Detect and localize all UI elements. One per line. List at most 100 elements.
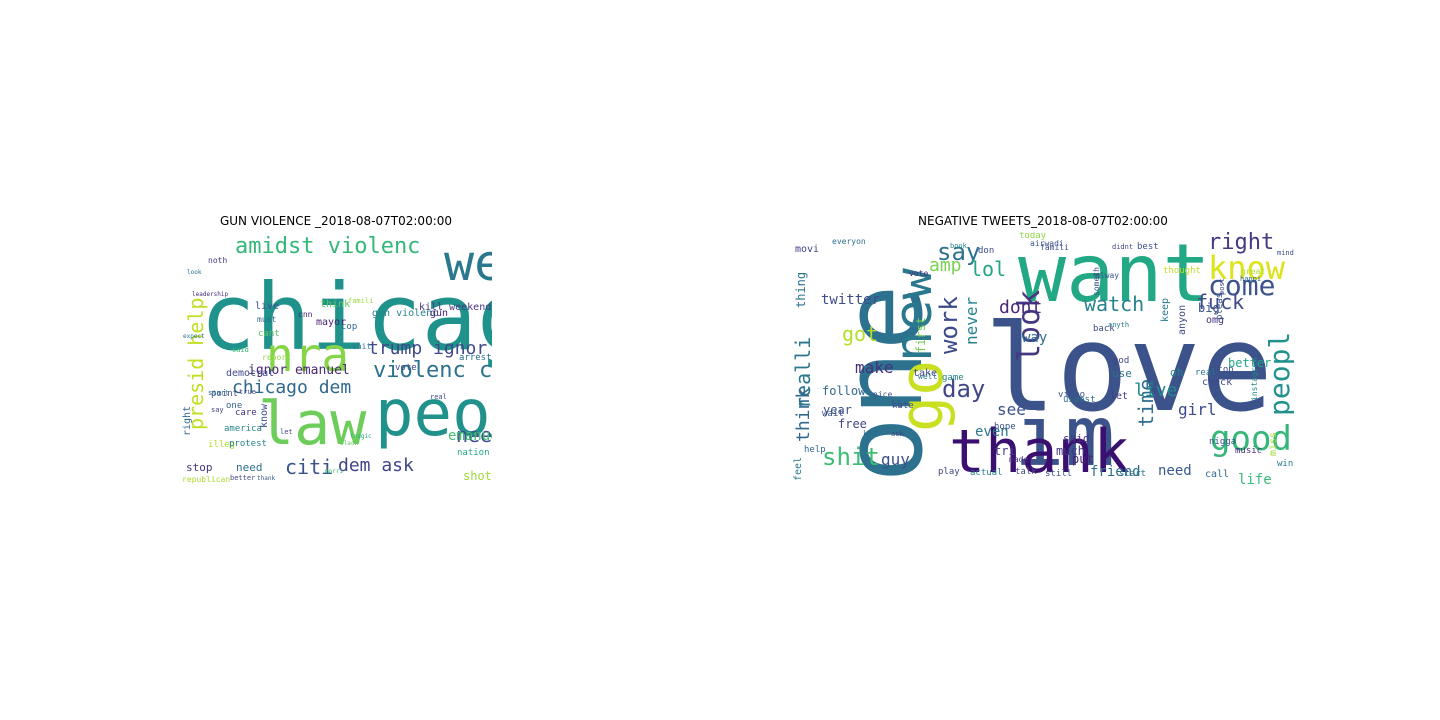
cloud-word: think [793,387,814,442]
cloud-word: real [430,393,447,401]
cloud-word: need [236,461,263,474]
cloud-word: don [978,246,995,256]
cloud-word: anyon [1177,304,1188,335]
cloud-word: call [1205,469,1230,480]
cloud-word: see [997,400,1026,419]
cloud-word: thought [1163,266,1201,276]
cloud-word: real [1195,368,1217,378]
cloud-word: post [1218,278,1226,295]
cloud-word: well [918,372,938,381]
cloud-word: make [855,358,894,377]
cloud-word: alway [1095,271,1120,280]
cloud-word: chicago [200,264,492,371]
cloud-word: start [208,389,230,397]
cloud-word: right [1208,232,1275,255]
cloud-word: lol [970,257,1007,281]
cloud-word: use [1112,367,1132,380]
cloud-word: better [1228,356,1272,370]
cloud-word: instagram [1250,357,1259,401]
cloud-word: everyon [832,237,866,246]
cloud-word: great [1241,267,1266,276]
cloud-word: free [838,417,867,431]
cloud-word: hope [994,422,1016,432]
cloud-word: never [962,296,981,345]
cloud-word: cant [258,329,280,339]
cloud-word: actual [970,468,1003,478]
gun-violence-word-cloud: chicagopeopl weekend nra law amidst violenc p… [180,232,492,484]
cloud-word: put [1072,452,1094,466]
cloud-word: talk [1015,467,1037,477]
cloud-word: point [211,389,239,399]
cloud-word: kill weekend [419,302,492,313]
cloud-word: vote [909,269,929,278]
cloud-word: amp [929,255,962,276]
cloud-word: oh [1170,366,1184,379]
cloud-word: said [232,346,249,354]
cloud-word: back [1093,324,1115,334]
cloud-word: follow [822,384,866,398]
cloud-word: black [340,440,359,447]
cloud-word: tragic [350,433,372,440]
cloud-word: got [842,322,879,346]
cloud-word: noth [208,256,228,265]
cloud-word: hate [892,401,914,411]
cloud-word: come [1208,269,1276,302]
cloud-word: mind [1277,249,1294,257]
cloud-word: vote [395,363,417,373]
cloud-word: day [942,375,986,403]
cloud-word: let [280,428,293,436]
cloud-word: dem ask [338,455,414,476]
cloud-word: want [1018,232,1211,320]
cloud-word: shot kill [463,469,492,483]
cloud-word: arrest [459,353,492,363]
cloud-word: nation [457,448,490,458]
cloud-word: violenc chicago [373,358,492,383]
cloud-word: wait [822,409,844,419]
cloud-word: music [1235,446,1263,456]
cloud-word: start [1119,469,1147,479]
cloud-word: live [255,301,280,312]
cloud-word: play [938,467,960,477]
cloud-word: stop [1212,365,1234,375]
cloud-word: dont [999,297,1043,318]
cloud-word: game [942,373,964,383]
cloud-word: trump ignor [368,338,488,359]
cloud-word: weekend [444,234,492,292]
cloud-word: think [320,299,351,310]
cloud-word: peopl [375,377,492,451]
cloud-word: thank [949,417,1130,484]
cloud-word: thing [794,271,808,308]
cloud-word: life [1238,472,1272,484]
cloud-word: help [804,445,826,455]
cloud-word: first [914,316,928,353]
cloud-word: friend [1090,464,1141,480]
cloud-word: need presid [456,423,492,447]
cloud-word: omg [1206,315,1225,326]
cloud-word: uspost [1063,395,1096,405]
cloud-word: work [935,296,963,354]
cloud-word: check [1202,377,1233,388]
cloud-word: take [913,368,938,379]
cloud-word: anyth [1108,321,1130,329]
cloud-word: shit [822,443,880,471]
cloud-word: feel [793,456,804,481]
cloud-word: guy [881,450,910,469]
cloud-word: pleas [1215,292,1225,320]
cloud-word: good [1210,419,1292,459]
cloud-word: gun violenc [372,308,439,319]
cloud-word: win [1277,459,1294,469]
cloud-word: happi [1240,275,1262,283]
cloud-word: im [1014,387,1116,484]
cloud-word: ll [891,400,902,410]
cloud-word: ignor emanuel [248,363,350,378]
cloud-word: america [224,424,262,434]
cloud-word: chicago dem [232,377,352,398]
cloud-word: one [226,401,243,411]
cloud-word: year [823,403,852,417]
cloud-word: illeg [208,440,236,450]
cloud-word: leadership [192,291,229,298]
cloud-word: famili [1040,243,1069,252]
cloud-word: care [235,408,257,418]
cloud-word: look [187,269,202,276]
cloud-word: say [937,238,981,266]
